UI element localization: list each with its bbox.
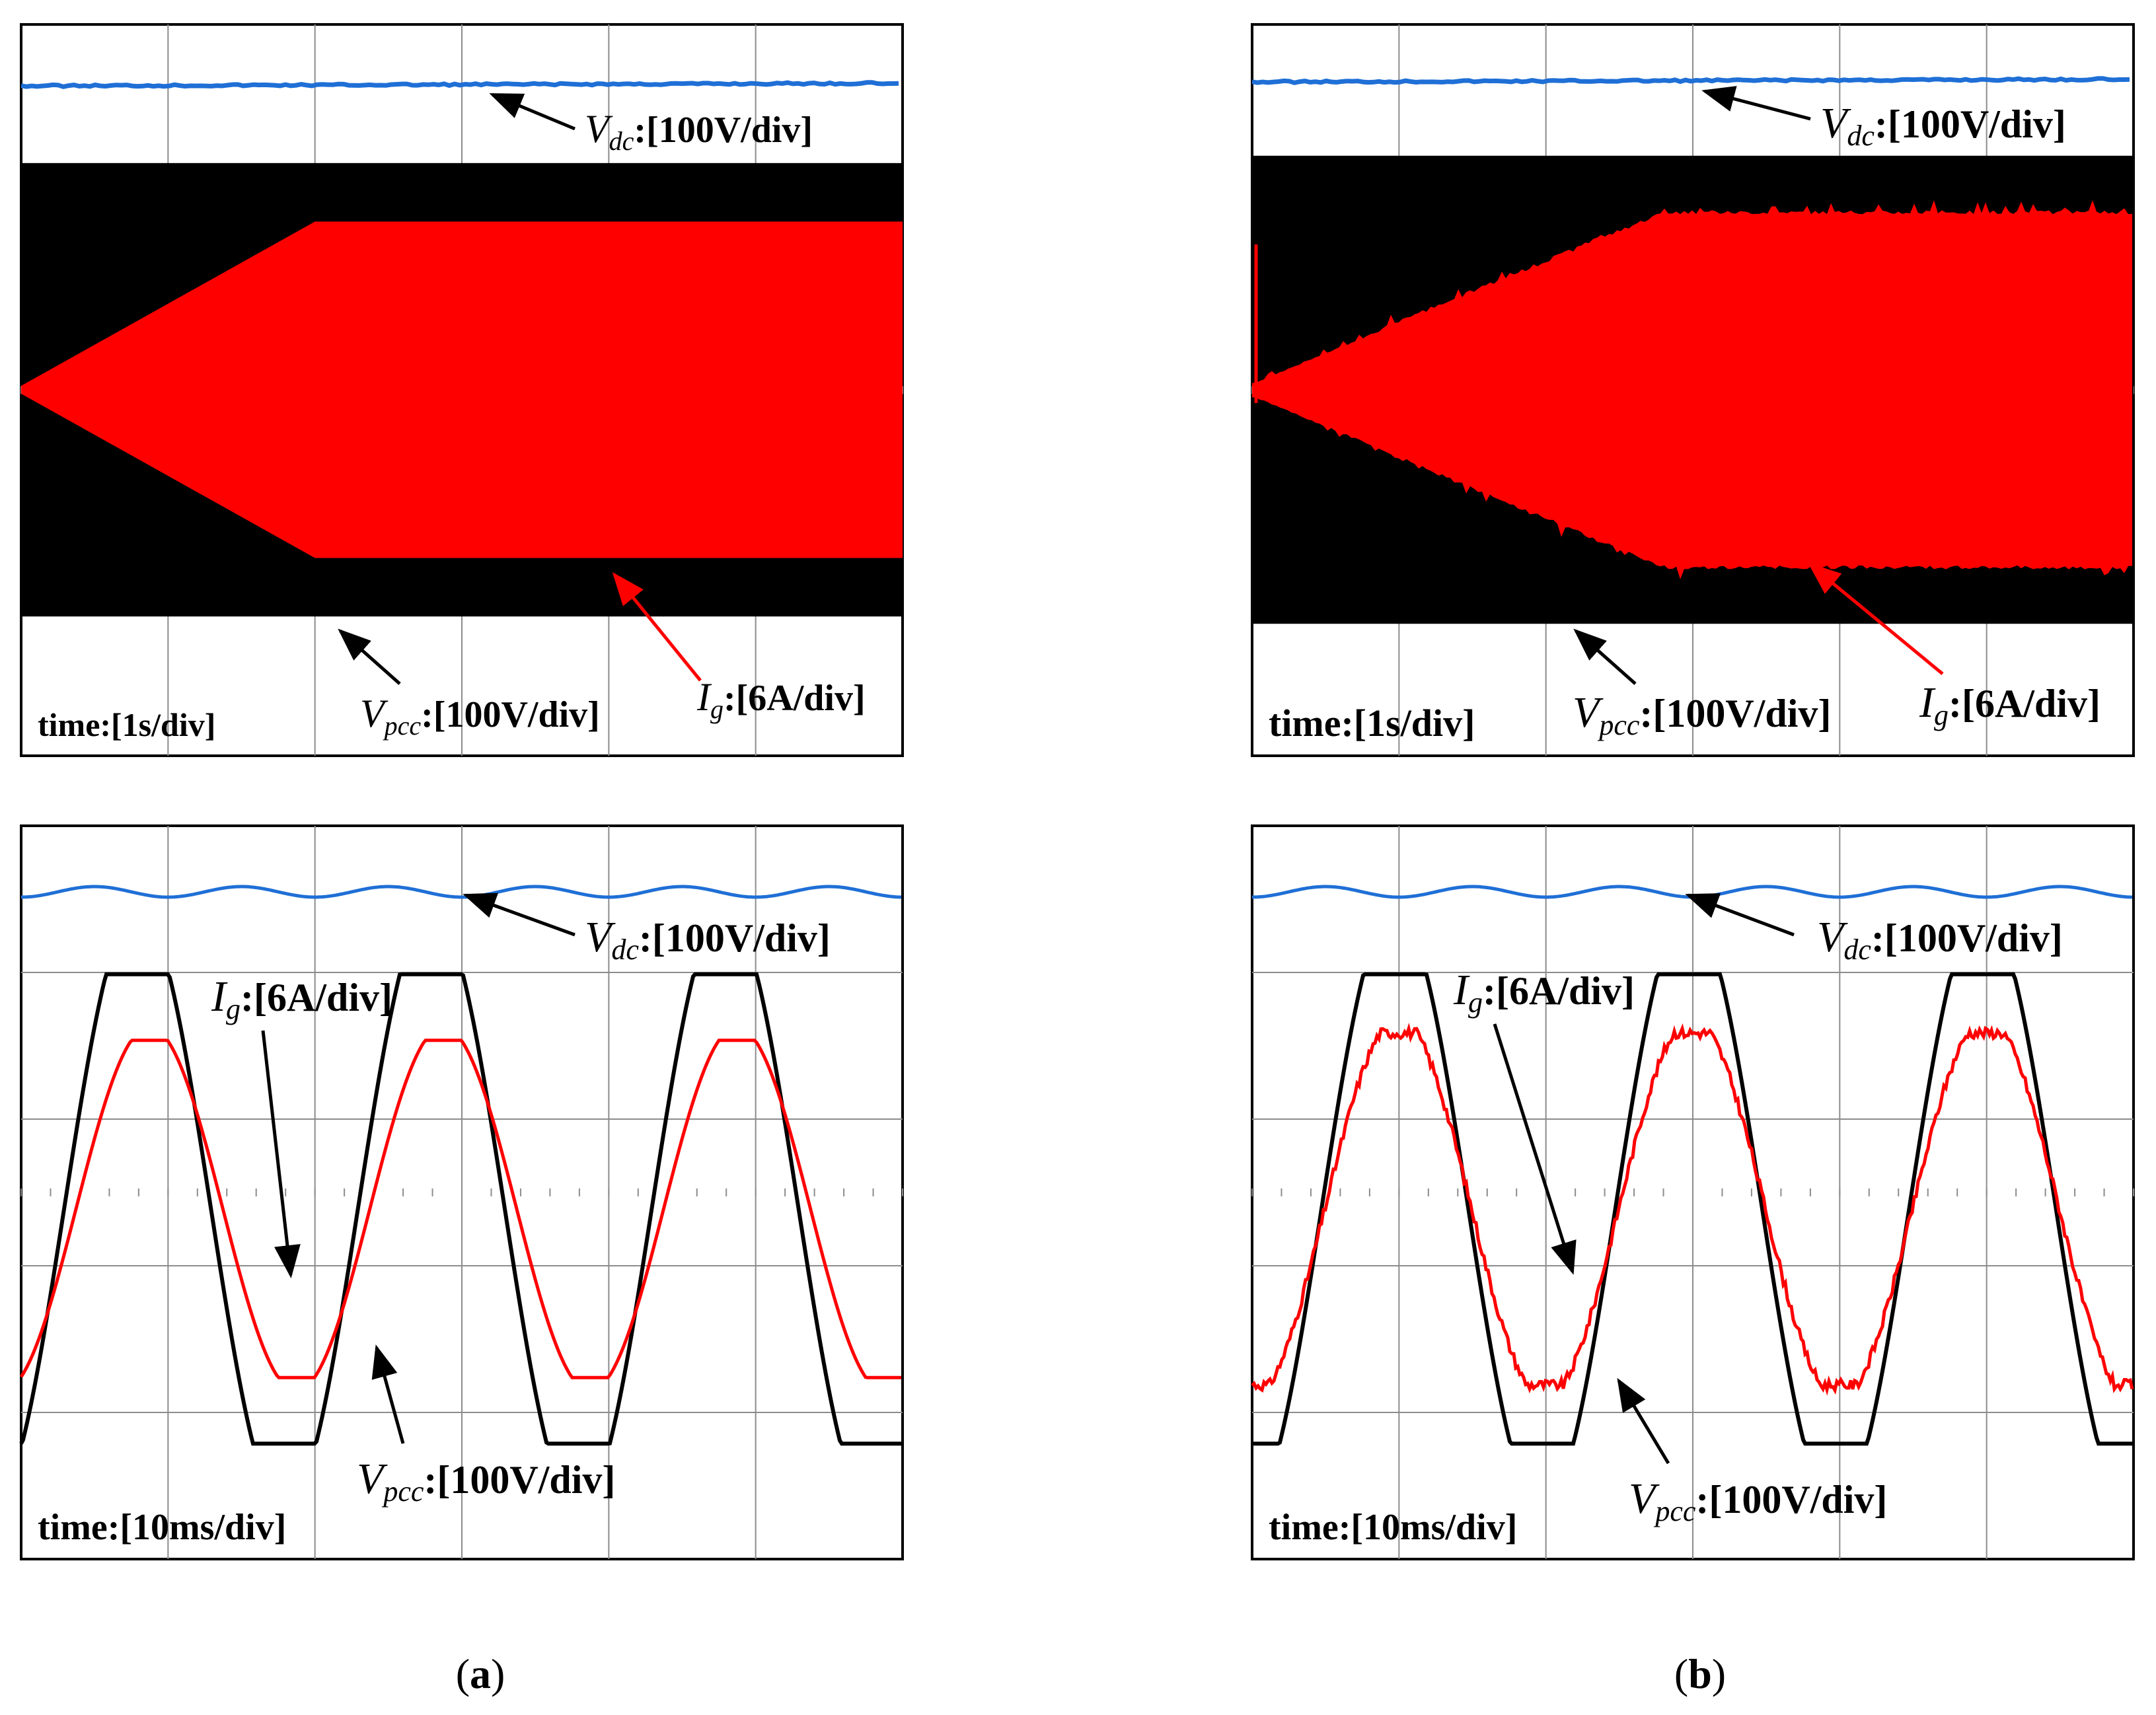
annotations-a-bottom: Vdc:[100V/div] Ig:[6A/div] Vpcc:[100V/di… [211, 893, 831, 1508]
label-vdc-a-bottom: Vdc:[100V/div] [585, 913, 831, 966]
label-vpcc-a-top: Vpcc:[100V/div] [360, 692, 600, 741]
label-ig-b-bottom: Ig:[6A/div] [1453, 966, 1635, 1019]
arrow-vpcc-a-top [338, 628, 401, 685]
trace-vdc [1251, 76, 2130, 85]
arrow-vdc-a-top [489, 92, 576, 131]
annotations-b-bottom: Vdc:[100V/div] Ig:[6A/div] Vpcc:[100V/di… [1453, 893, 2063, 1527]
arrow-vdc-a-bottom [463, 893, 576, 937]
arrow-vpcc-b-bottom [1617, 1377, 1670, 1465]
label-vpcc-b-top: Vpcc:[100V/div] [1573, 688, 1831, 741]
arrow-vpcc-b-top [1573, 628, 1637, 685]
label-vdc-b-bottom: Vdc:[100V/div] [1817, 913, 2063, 966]
arrow-ig-b-top [1808, 562, 1944, 675]
time-scale-label: time:[10ms/div] [38, 1507, 286, 1548]
arrow-vpcc-a-bottom [371, 1344, 405, 1444]
time-scale-label: time:[1s/div] [38, 706, 215, 743]
label-vdc-b-top: Vdc:[100V/div] [1820, 99, 2066, 152]
trace-vdc [20, 885, 902, 899]
panel-b-top: time:[1s/div] [1251, 23, 2135, 757]
trace-vdc [20, 80, 899, 89]
trace-ig [19, 1039, 901, 1379]
caption-b: (b) [1674, 1650, 1726, 1697]
panel-b-bottom: time:[10ms/div] [1251, 824, 2135, 1560]
annotations-b-top: Vdc:[100V/div] Vpcc:[100V/div] Ig:[6A/di… [1573, 86, 2100, 741]
panel-a-bottom: time:[10ms/div] [19, 824, 904, 1560]
label-vpcc-a-bottom: Vpcc:[100V/div] [357, 1455, 615, 1508]
trace-ig [1252, 200, 2132, 579]
label-vdc-a-top: Vdc:[100V/div] [585, 107, 813, 156]
trace-ig [21, 221, 903, 558]
arrow-vdc-b-top [1701, 86, 1811, 121]
trace-vpcc [1252, 972, 2132, 1446]
trace-vpcc [19, 972, 901, 1446]
panel-a-top: time:[1s/div] [20, 23, 904, 757]
arrow-ig-b-bottom [1493, 1023, 1577, 1275]
label-ig-a-top: Ig:[6A/div] [696, 675, 866, 724]
arrow-ig-a-bottom [261, 1030, 301, 1278]
label-ig-b-top: Ig:[6A/div] [1919, 678, 2100, 731]
time-scale-label: time:[10ms/div] [1269, 1507, 1517, 1548]
arrow-vdc-b-bottom [1685, 893, 1795, 937]
arrow-ig-a-top [612, 572, 702, 682]
trace-ig [1251, 1023, 2134, 1396]
annotations-a-top: Vdc:[100V/div] Vpcc:[100V/div] Ig:[6A/di… [338, 92, 866, 741]
label-ig-a-bottom: Ig:[6A/div] [211, 972, 392, 1025]
caption-a: (a) [456, 1650, 505, 1697]
time-scale-label: time:[1s/div] [1269, 702, 1475, 745]
label-vpcc-b-bottom: Vpcc:[100V/div] [1629, 1475, 1887, 1527]
